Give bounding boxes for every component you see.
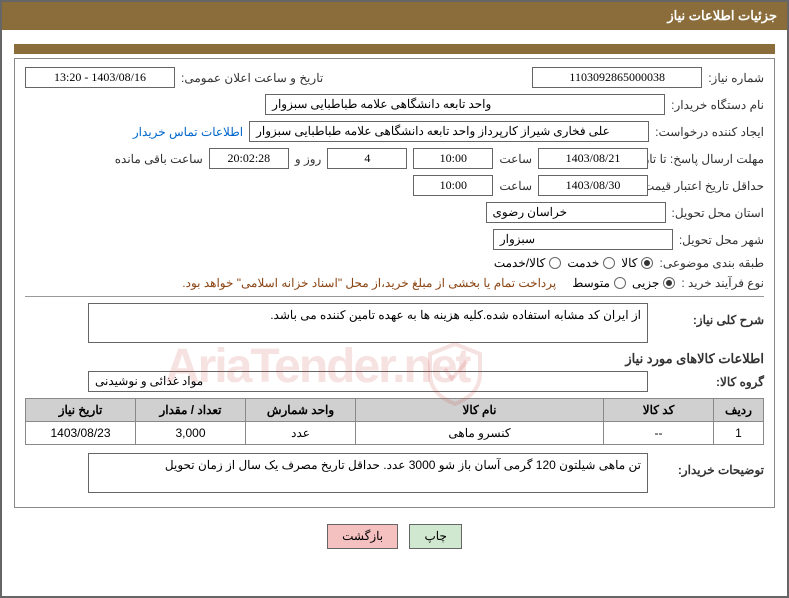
city-label: شهر محل تحویل: bbox=[679, 233, 764, 247]
province-label: استان محل تحویل: bbox=[672, 206, 764, 220]
radio-icon bbox=[663, 277, 675, 289]
goods-group-field: مواد غذائی و نوشیدنی bbox=[88, 371, 648, 392]
cell-row: 1 bbox=[714, 422, 764, 445]
remain-label: ساعت باقی مانده bbox=[115, 152, 203, 166]
cell-qty: 3,000 bbox=[136, 422, 246, 445]
radio-medium-label: متوسط bbox=[572, 276, 610, 290]
radio-medium[interactable]: متوسط bbox=[572, 276, 626, 290]
radio-goods[interactable]: کالا bbox=[621, 256, 653, 270]
need-no-field: 1103092865000038 bbox=[532, 67, 702, 88]
contact-link[interactable]: اطلاعات تماس خریدار bbox=[133, 125, 243, 139]
radio-goods-service[interactable]: کالا/خدمت bbox=[494, 256, 561, 270]
requester-field: علی فخاری شیراز کارپرداز واحد تابعه دانش… bbox=[249, 121, 649, 142]
th-name: نام کالا bbox=[356, 399, 604, 422]
time-label-2: ساعت bbox=[499, 179, 532, 193]
page-title: جزئیات اطلاعات نیاز bbox=[667, 8, 777, 23]
buyer-label: نام دستگاه خریدار: bbox=[671, 98, 764, 112]
validity-time-field: 10:00 bbox=[413, 175, 493, 196]
radio-goods-label: کالا bbox=[621, 256, 637, 270]
button-row: چاپ بازگشت bbox=[14, 516, 775, 557]
main-frame: جزئیات اطلاعات نیاز AriaTender.net شماره… bbox=[0, 0, 789, 598]
radio-icon bbox=[614, 277, 626, 289]
payment-note: پرداخت تمام یا بخشی از مبلغ خرید،از محل … bbox=[182, 276, 556, 290]
days-field: 4 bbox=[327, 148, 407, 169]
divider bbox=[25, 296, 764, 297]
th-qty: تعداد / مقدار bbox=[136, 399, 246, 422]
radio-service-label: خدمت bbox=[567, 256, 599, 270]
cell-unit: عدد bbox=[246, 422, 356, 445]
cell-code: -- bbox=[604, 422, 714, 445]
buyer-notes-textarea: تن ماهی شیلتون 120 گرمی آسان باز شو 3000… bbox=[88, 453, 648, 493]
requester-label: ایجاد کننده درخواست: bbox=[655, 125, 764, 139]
need-no-label: شماره نیاز: bbox=[708, 71, 764, 85]
radio-icon bbox=[603, 257, 615, 269]
city-field: سبزوار bbox=[493, 229, 673, 250]
th-code: کد کالا bbox=[604, 399, 714, 422]
goods-table: ردیف کد کالا نام کالا واحد شمارش تعداد /… bbox=[25, 398, 764, 445]
validity-label: حداقل تاریخ اعتبار قیمت: تا تاریخ: bbox=[654, 179, 764, 193]
buyer-notes-label: توضیحات خریدار: bbox=[654, 453, 764, 477]
countdown-field: 20:02:28 bbox=[209, 148, 289, 169]
deadline-time-field: 10:00 bbox=[413, 148, 493, 169]
cell-date: 1403/08/23 bbox=[26, 422, 136, 445]
goods-group-label: گروه کالا: bbox=[654, 375, 764, 389]
table-header-row: ردیف کد کالا نام کالا واحد شمارش تعداد /… bbox=[26, 399, 764, 422]
time-label-1: ساعت bbox=[499, 152, 532, 166]
radio-icon bbox=[641, 257, 653, 269]
process-label: نوع فرآیند خرید : bbox=[681, 276, 764, 290]
radio-partial[interactable]: جزیی bbox=[632, 276, 675, 290]
th-unit: واحد شمارش bbox=[246, 399, 356, 422]
th-row: ردیف bbox=[714, 399, 764, 422]
radio-icon bbox=[549, 257, 561, 269]
th-date: تاریخ نیاز bbox=[26, 399, 136, 422]
goods-info-title: اطلاعات کالاهای مورد نیاز bbox=[25, 351, 764, 367]
radio-partial-label: جزیی bbox=[632, 276, 659, 290]
content-area: AriaTender.net شماره نیاز: 1103092865000… bbox=[2, 30, 787, 563]
announce-dt-label: تاریخ و ساعت اعلان عمومی: bbox=[181, 71, 323, 85]
print-button[interactable]: چاپ bbox=[409, 524, 461, 549]
announce-dt-field: 1403/08/16 - 13:20 bbox=[25, 67, 175, 88]
validity-date-field: 1403/08/30 bbox=[538, 175, 648, 196]
deadline-date-field: 1403/08/21 bbox=[538, 148, 648, 169]
radio-goods-service-label: کالا/خدمت bbox=[494, 256, 545, 270]
desc-textarea: از ایران کد مشابه استفاده شده.کلیه هزینه… bbox=[88, 303, 648, 343]
cell-name: کنسرو ماهی bbox=[356, 422, 604, 445]
days-label: روز و bbox=[295, 152, 322, 166]
form-section: AriaTender.net شماره نیاز: 1103092865000… bbox=[14, 58, 775, 508]
category-label: طبقه بندی موضوعی: bbox=[659, 256, 764, 270]
buyer-field: واحد تابعه دانشگاهی علامه طباطبایی سبزوا… bbox=[265, 94, 665, 115]
back-button[interactable]: بازگشت bbox=[327, 524, 398, 549]
province-field: خراسان رضوی bbox=[486, 202, 666, 223]
page-title-bar: جزئیات اطلاعات نیاز bbox=[2, 2, 787, 30]
radio-service[interactable]: خدمت bbox=[567, 256, 615, 270]
divider-bar bbox=[14, 44, 775, 54]
desc-label: شرح کلی نیاز: bbox=[654, 303, 764, 327]
deadline-label: مهلت ارسال پاسخ: تا تاریخ: bbox=[654, 152, 764, 166]
table-row: 1 -- کنسرو ماهی عدد 3,000 1403/08/23 bbox=[26, 422, 764, 445]
